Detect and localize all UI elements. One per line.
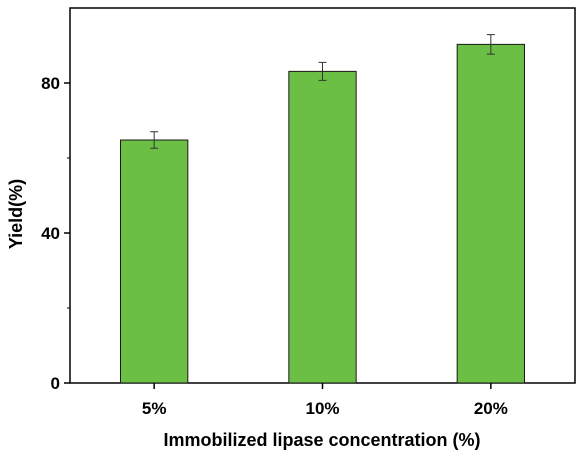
bars-layer: [120, 34, 525, 384]
error-bar: [150, 131, 159, 149]
y-tick-label: 40: [41, 224, 60, 243]
bar: [288, 70, 357, 384]
x-tick-label: 5%: [142, 399, 167, 418]
x-axis-title: Immobilized lipase concentration (%): [163, 430, 480, 450]
y-tick-label: 80: [41, 74, 60, 93]
error-bar: [486, 34, 495, 55]
x-tick-label: 20%: [474, 399, 508, 418]
ticks-layer: 5% 10% 20% 0 40 80: [41, 74, 508, 418]
bar: [120, 139, 189, 384]
y-axis-title: Yield(%): [6, 179, 26, 249]
x-tick-label: 10%: [305, 399, 339, 418]
error-bar: [318, 61, 327, 81]
y-tick-label: 0: [51, 374, 60, 393]
bar: [456, 43, 525, 384]
